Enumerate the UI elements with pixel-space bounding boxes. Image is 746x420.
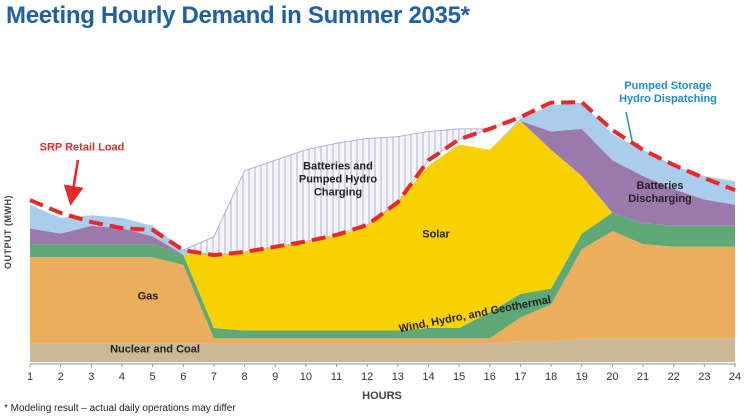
- series-label: Pumped Storage Hydro Dispatching: [619, 80, 717, 105]
- x-tick-label: 21: [637, 371, 649, 383]
- area: [30, 338, 735, 362]
- area: [30, 231, 735, 344]
- x-tick-label: 18: [545, 371, 557, 383]
- x-tick-label: 15: [453, 371, 465, 383]
- series-label: Batteries and Pumped Hydro Charging: [298, 160, 378, 199]
- x-tick-label: 11: [331, 371, 342, 383]
- area: [30, 120, 735, 331]
- x-tick-label: 19: [576, 371, 588, 383]
- load-line: [29, 100, 736, 258]
- series-label: Nuclear and Coal: [110, 343, 200, 356]
- x-tick-label: 16: [484, 371, 496, 383]
- x-axis-label: HOURS: [362, 390, 402, 402]
- x-tick-label: 3: [88, 371, 94, 383]
- x-tick-label: 20: [606, 371, 618, 383]
- chart-title: Meeting Hourly Demand in Summer 2035*: [6, 2, 470, 29]
- area: [30, 212, 735, 339]
- x-tick-label: 12: [361, 371, 373, 383]
- x-tick-label: 17: [514, 371, 526, 383]
- x-tick-label: 14: [422, 371, 434, 383]
- x-tick-label: 1: [27, 371, 33, 383]
- x-tick-label: 9: [272, 371, 278, 383]
- load-arrow: [63, 159, 84, 206]
- x-tick-label: 24: [729, 371, 741, 383]
- x-tick-label: 22: [668, 371, 680, 383]
- x-tick-label: 4: [119, 371, 125, 383]
- x-tick-label: 6: [180, 371, 186, 383]
- series-label: SRP Retail Load: [39, 141, 125, 154]
- footnote: * Modeling result – actual daily operati…: [4, 403, 236, 414]
- x-tick-label: 23: [698, 371, 710, 383]
- series-label: Gas: [137, 290, 159, 303]
- series-label: Batteries Discharging: [628, 180, 692, 205]
- x-tick-label: 10: [300, 371, 312, 383]
- series-label: Solar: [422, 228, 450, 241]
- x-tick-label: 7: [211, 371, 217, 383]
- x-tick-label: 13: [392, 371, 404, 383]
- y-axis-label: OUTPUT (MWH): [3, 195, 13, 269]
- x-tick-label: 8: [242, 371, 248, 383]
- x-tick-label: 5: [150, 371, 156, 383]
- x-tick-label: 2: [58, 371, 64, 383]
- area: [30, 120, 735, 255]
